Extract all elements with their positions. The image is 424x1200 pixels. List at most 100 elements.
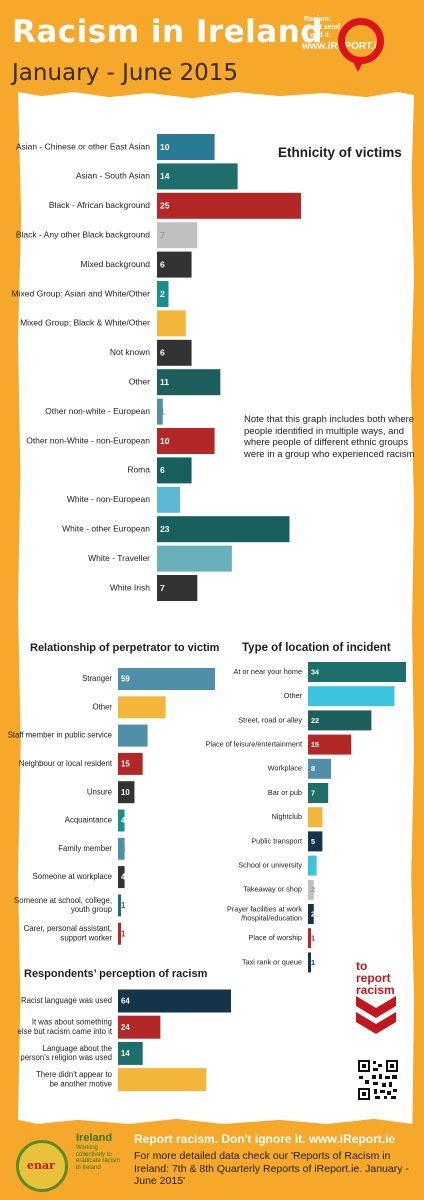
- category-label: Nightclub: [272, 812, 302, 821]
- category-label: Staff member in public service: [8, 731, 112, 740]
- data-label: 11: [160, 377, 169, 387]
- bar: [118, 724, 148, 747]
- category-label: Asian - South Asian: [76, 171, 150, 181]
- category-label: Unsure: [87, 787, 112, 796]
- category-label: be another motive: [50, 1079, 112, 1088]
- category-label: School or university: [238, 861, 302, 870]
- data-label: 15: [311, 740, 319, 749]
- bar: [157, 163, 238, 190]
- category-label: Asian - Chinese or other East Asian: [16, 141, 150, 151]
- category-label: Taxi rank or queue: [242, 957, 302, 966]
- bar: [308, 734, 352, 755]
- bar: [118, 894, 121, 917]
- footer-link[interactable]: www.iReport.ie: [308, 1132, 396, 1146]
- bar: [118, 809, 125, 832]
- data-label: 1: [311, 934, 315, 943]
- data-label: 5: [311, 813, 315, 822]
- data-label: 4: [160, 495, 165, 505]
- data-label: 1: [160, 406, 165, 416]
- bar: [118, 1041, 143, 1065]
- data-label: 64: [121, 997, 130, 1006]
- category-label: else but racism came into it: [18, 1027, 113, 1036]
- report-word-report: report: [356, 971, 391, 985]
- bar: [118, 696, 166, 719]
- category-label: Black - African background: [49, 200, 150, 210]
- category-label: Other non-white - European: [45, 406, 150, 416]
- bar: [157, 281, 169, 307]
- report-word-to: to: [356, 959, 368, 973]
- category-label: youth group: [71, 905, 113, 914]
- category-label: Public transport: [251, 836, 302, 845]
- bar: [308, 952, 311, 973]
- data-label: 6: [160, 465, 165, 475]
- data-label: 29: [121, 703, 130, 712]
- category-label: Carer, personal assistant,: [24, 924, 112, 933]
- data-label: 2: [311, 885, 315, 894]
- data-label: 10: [160, 142, 170, 152]
- bar: [157, 222, 198, 249]
- bar: [118, 752, 143, 775]
- bar: [308, 879, 314, 900]
- footer-slogan: Report racism. Don't ignore it. www.iRep…: [134, 1132, 395, 1146]
- footer-slogan-text: Report racism. Don't ignore it.: [134, 1132, 309, 1146]
- bar: [308, 831, 323, 852]
- data-label: 13: [160, 553, 170, 563]
- bar: [157, 398, 163, 425]
- data-label: 22: [311, 716, 319, 725]
- data-label: 4: [121, 873, 126, 882]
- category-label: Place of leisure/entertainment: [205, 740, 302, 749]
- data-label: 7: [160, 230, 165, 240]
- bar: [308, 807, 323, 828]
- data-label: 14: [121, 1049, 130, 1058]
- chart-title: Ethnicity of victims: [278, 145, 402, 160]
- data-label: 2: [311, 909, 315, 918]
- bar: [157, 369, 221, 396]
- category-label: Prayer facilities at work: [227, 905, 302, 914]
- data-label: 6: [160, 259, 165, 269]
- enar-logo-icon: enar: [16, 1140, 68, 1192]
- footer-org-name: Ireland: [76, 1132, 113, 1144]
- bar: [308, 758, 332, 779]
- data-label: 2: [160, 289, 165, 299]
- bar: [157, 251, 192, 278]
- category-label: Bar or pub: [268, 788, 302, 797]
- bar: [118, 866, 125, 889]
- category-label: Takeaway or shop: [243, 885, 302, 894]
- bar: [308, 686, 395, 707]
- category-label: Racist language was used: [21, 996, 112, 1005]
- data-label: 10: [121, 788, 130, 797]
- data-label: 30: [311, 692, 319, 701]
- category-label: Mixed Group: Asian and White/Other: [12, 288, 151, 298]
- bar: [308, 783, 329, 803]
- category-label: Someone at school, college,: [14, 896, 112, 905]
- footer-org-tagline: Working collectively to eradicate racism…: [76, 1145, 121, 1171]
- bar: [118, 781, 135, 804]
- category-label: White - non-European: [67, 494, 150, 504]
- bar: [118, 837, 125, 860]
- category-label: Black - Any other Black background: [16, 229, 150, 239]
- category-label: White - other European: [62, 523, 150, 533]
- data-label: 1: [121, 901, 126, 910]
- data-label: 4: [121, 844, 126, 853]
- bar: [157, 457, 192, 484]
- category-label: /hospital/education: [241, 913, 302, 922]
- bar: [308, 904, 314, 924]
- data-label: 25: [160, 201, 170, 211]
- category-label: White Irish: [110, 582, 150, 592]
- data-label: 5: [311, 837, 315, 846]
- bar: [157, 310, 186, 337]
- category-label: Language about the: [43, 1044, 112, 1053]
- qr-code-icon[interactable]: [356, 1058, 400, 1102]
- category-label: Other: [93, 702, 113, 711]
- bar: [308, 662, 406, 682]
- data-label: 1: [121, 929, 126, 938]
- bar: [118, 922, 121, 945]
- enar-logo-text: enar: [27, 1159, 55, 1172]
- category-label: Mixed Group: Black & White/Other: [20, 318, 150, 328]
- logo-tail-icon: [352, 60, 364, 72]
- content-panel: [18, 92, 414, 1124]
- data-label: 1: [311, 958, 315, 967]
- category-label: Family member: [58, 844, 112, 853]
